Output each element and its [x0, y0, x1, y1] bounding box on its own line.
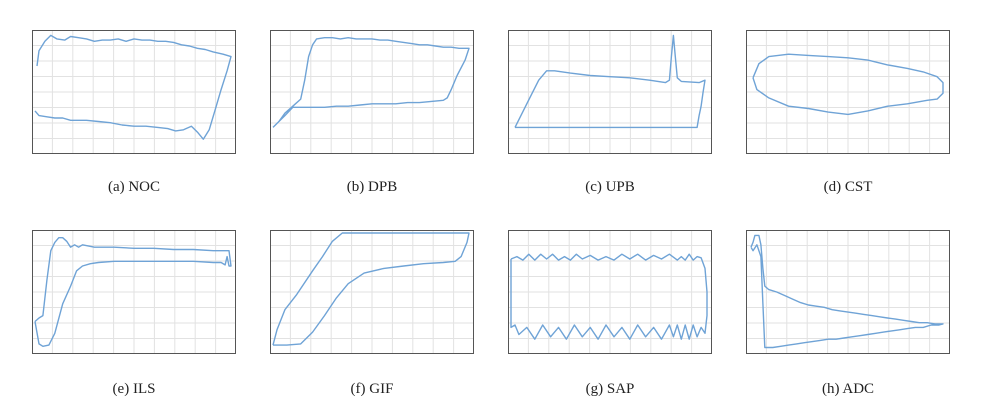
chart-plot-5	[32, 230, 236, 354]
series-line-1	[510, 253, 708, 340]
plot-frame	[270, 30, 474, 154]
chart-caption: (a) NOC	[107, 179, 161, 195]
chart-panel-4	[746, 30, 950, 154]
series-line-1	[750, 234, 944, 349]
gridlines	[270, 30, 474, 154]
series-line-1	[34, 34, 232, 140]
chart-plot-6	[270, 230, 474, 354]
plot-frame	[32, 230, 236, 354]
plot-frame	[270, 230, 474, 354]
chart-caption: (h) ADC	[821, 381, 875, 397]
gridlines	[746, 30, 950, 154]
chart-panel-6	[270, 230, 474, 354]
chart-plot-4	[746, 30, 950, 154]
gridlines	[32, 30, 236, 154]
plot-frame	[32, 30, 236, 154]
chart-plot-1	[32, 30, 236, 154]
plot-frame	[746, 30, 950, 154]
chart-panel-3	[508, 30, 712, 154]
chart-plot-7	[508, 230, 712, 354]
chart-plot-8	[746, 230, 950, 354]
chart-caption: (f) GIF	[350, 381, 394, 397]
series-line-1	[272, 36, 470, 128]
chart-panel-2	[270, 30, 474, 154]
chart-caption: (c) UPB	[585, 179, 635, 195]
gridlines	[508, 30, 712, 154]
chart-panel-5	[32, 230, 236, 354]
chart-panel-7	[508, 230, 712, 354]
chart-plot-2	[270, 30, 474, 154]
gridlines	[270, 230, 474, 354]
series-line-1	[752, 53, 944, 116]
gridlines	[508, 230, 712, 354]
chart-caption: (b) DPB	[346, 179, 398, 195]
plot-frame	[508, 30, 712, 154]
plot-frame	[508, 230, 712, 354]
chart-caption: (g) SAP	[585, 381, 635, 397]
plot-frame	[746, 230, 950, 354]
chart-panel-1	[32, 30, 236, 154]
chart-plot-3	[508, 30, 712, 154]
chart-caption: (d) CST	[823, 179, 873, 195]
series-line-1	[272, 232, 470, 346]
gridlines	[746, 230, 950, 354]
series-line-1	[514, 34, 706, 129]
series-line-1	[34, 236, 232, 348]
chart-panel-8	[746, 230, 950, 354]
chart-caption: (e) ILS	[112, 381, 156, 397]
